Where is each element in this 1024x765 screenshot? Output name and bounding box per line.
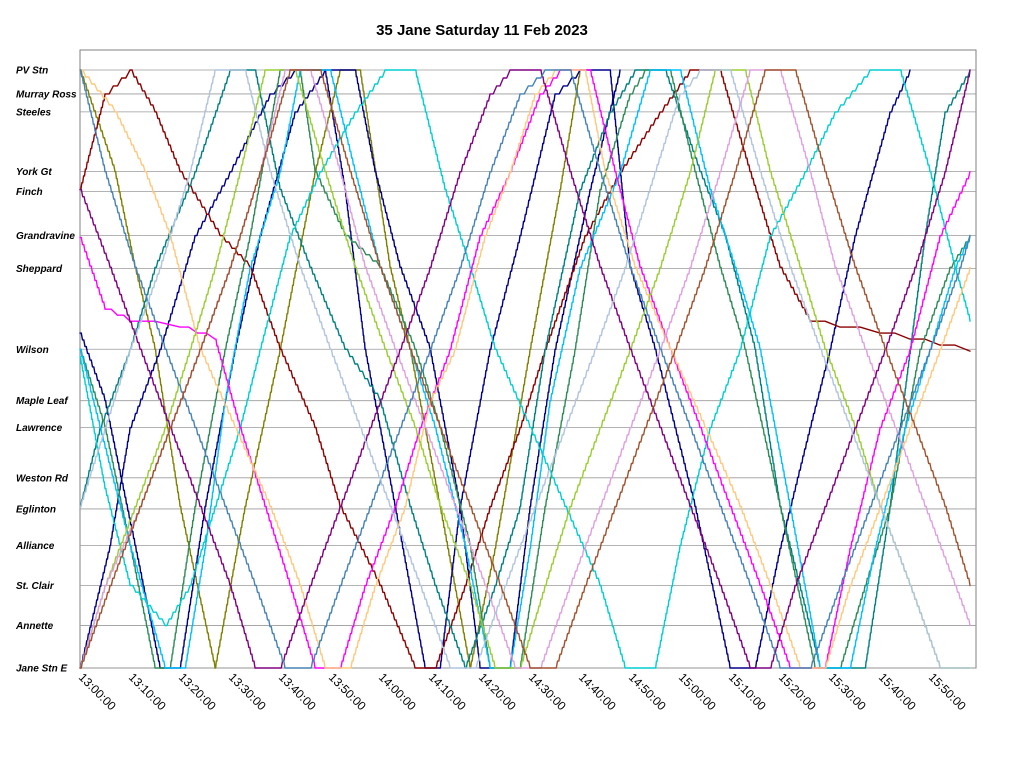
trip-lines — [79, 69, 971, 669]
stop-label: Maple Leaf — [16, 396, 69, 407]
time-tick-label: 14:50:00 — [626, 670, 669, 713]
stop-label: Annette — [15, 621, 54, 632]
trip-line — [79, 69, 971, 669]
time-tick-label: 13:30:00 — [226, 670, 269, 713]
stop-label: Murray Ross — [16, 89, 77, 100]
time-tick-label: 13:20:00 — [176, 670, 219, 713]
time-tick-label: 14:40:00 — [576, 670, 619, 713]
time-tick-label: 15:30:00 — [826, 670, 869, 713]
stop-label: Alliance — [15, 541, 55, 552]
time-tick-label: 13:10:00 — [126, 670, 169, 713]
trip-line — [79, 69, 971, 669]
stop-label: Finch — [16, 187, 43, 198]
trip-line — [79, 69, 971, 669]
trip-line — [79, 69, 911, 669]
stop-label: Steeles — [16, 107, 51, 118]
stop-label: Lawrence — [16, 423, 63, 434]
trip-line — [79, 69, 971, 669]
stop-label: Grandravine — [16, 231, 75, 242]
time-tick-label: 14:10:00 — [426, 670, 469, 713]
time-axis-labels: 13:00:00 13:10:00 13:20:00 13:30:00 13:40:00… — [76, 670, 969, 713]
time-tick-label: 15:10:00 — [726, 670, 769, 713]
time-tick-label: 13:40:00 — [276, 670, 319, 713]
trip-line — [79, 69, 971, 669]
stop-label: Sheppard — [16, 264, 63, 275]
stop-label: PV Stn — [16, 66, 48, 77]
chart-title: 35 Jane Saturday 11 Feb 2023 — [376, 22, 588, 39]
time-tick-label: 15:00:00 — [676, 670, 719, 713]
time-tick-label: 14:20:00 — [476, 670, 519, 713]
stop-label: Eglinton — [16, 504, 56, 515]
stop-labels: PV Stn Murray Ross Steeles York Gt Finch Gran… — [15, 66, 77, 675]
trip-line — [79, 69, 971, 669]
stop-label: Weston Rd — [16, 473, 69, 484]
stop-label: Jane Stn E — [16, 664, 67, 675]
trip-line — [79, 69, 621, 669]
stop-label: York Gt — [16, 167, 52, 178]
time-tick-label: 15:50:00 — [926, 670, 969, 713]
trip-line — [79, 69, 971, 669]
time-tick-label: 14:00:00 — [376, 670, 419, 713]
stop-label: Wilson — [16, 345, 49, 356]
time-tick-label: 13:50:00 — [326, 670, 369, 713]
time-tick-label: 15:40:00 — [876, 670, 919, 713]
stop-label: St. Clair — [16, 581, 55, 592]
trip-line — [79, 69, 581, 669]
time-tick-label: 15:20:00 — [776, 670, 819, 713]
trip-line — [79, 69, 971, 669]
time-tick-label: 14:30:00 — [526, 670, 569, 713]
time-tick-label: 13:00:00 — [76, 670, 119, 713]
trip-line — [79, 69, 971, 669]
gridlines — [80, 69, 976, 669]
trip-line — [79, 69, 971, 669]
